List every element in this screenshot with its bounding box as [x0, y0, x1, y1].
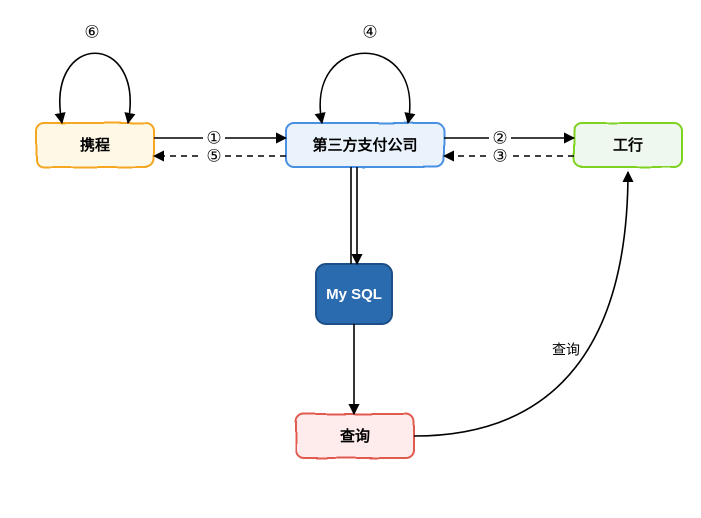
edge-q	[414, 172, 628, 436]
node-mysql: My SQL	[316, 264, 392, 324]
edge-loop4	[320, 53, 410, 123]
node-query: 查询	[296, 414, 414, 458]
node-query-label: 查询	[340, 427, 370, 445]
edge-loop6-label: ⑥	[84, 22, 99, 41]
node-ctrip: 携程	[36, 123, 154, 167]
node-thirdpay-label: 第三方支付公司	[312, 136, 417, 154]
node-icbc: 工行	[574, 123, 682, 167]
edge-loop4-label: ④	[362, 22, 377, 41]
node-thirdpay: 第三方支付公司	[286, 123, 444, 167]
edge-e1-label: ①	[206, 128, 221, 147]
edge-e3-label: ③	[492, 146, 507, 165]
node-ctrip-label: 携程	[80, 136, 110, 154]
node-icbc-label: 工行	[613, 136, 643, 154]
edge-loop6	[60, 53, 130, 123]
node-mysql-label: My SQL	[326, 286, 382, 303]
edge-q-label: 查询	[552, 342, 580, 358]
edge-e2-label: ②	[492, 128, 507, 147]
edge-e5-label: ⑤	[206, 146, 221, 165]
